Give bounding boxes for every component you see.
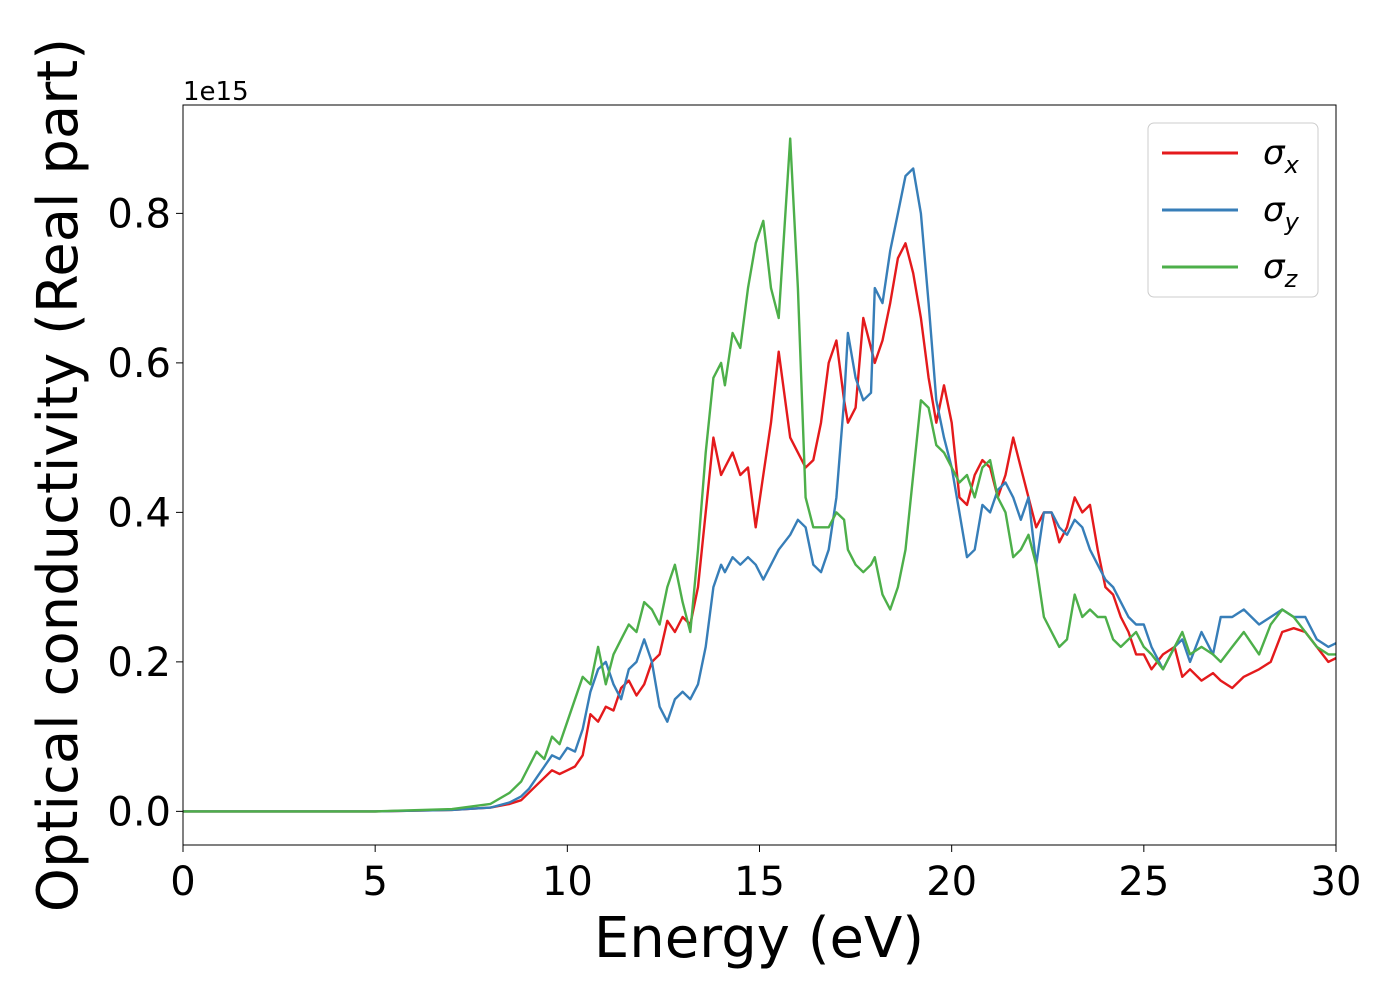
legend-label-z: σz [1263,247,1299,293]
x-tick-label: 25 [1118,859,1169,905]
legend-label-subscript: x [1284,151,1300,179]
y-axis: 0.0 0.2 0.4 0.6 0.8 [107,191,183,835]
x-axis: 0 5 10 15 20 25 30 [170,845,1361,905]
legend-label-x: σx [1263,133,1300,179]
legend-label-subscript: z [1284,265,1299,293]
x-tick-label: 10 [542,859,593,905]
series-layer [183,137,1336,813]
x-tick-label: 20 [926,859,977,905]
y-tick-label: 0.4 [107,490,171,536]
y-axis-label: Optical conductivity (Real part) [26,38,91,912]
legend-label-subscript: y [1284,208,1300,236]
y-tick-label: 0.6 [107,341,171,387]
x-tick-label: 5 [362,859,387,905]
y-tick-label: 0.8 [107,191,171,237]
y-tick-label: 0.0 [107,789,171,835]
x-tick-label: 15 [734,859,785,905]
legend-label-symbol: σ [1263,247,1286,287]
legend-label-symbol: σ [1263,133,1286,173]
series-line-z [183,137,1336,813]
y-tick-label: 0.2 [107,640,171,686]
x-tick-label: 0 [170,859,195,905]
series-line-x [183,242,1336,813]
x-tick-label: 30 [1311,859,1362,905]
legend-label-y: σy [1263,190,1300,236]
series-line-y [183,167,1336,813]
legend-label-symbol: σ [1263,190,1286,230]
x-axis-label: Energy (eV) [594,906,924,971]
y-offset-label: 1e15 [183,77,249,107]
